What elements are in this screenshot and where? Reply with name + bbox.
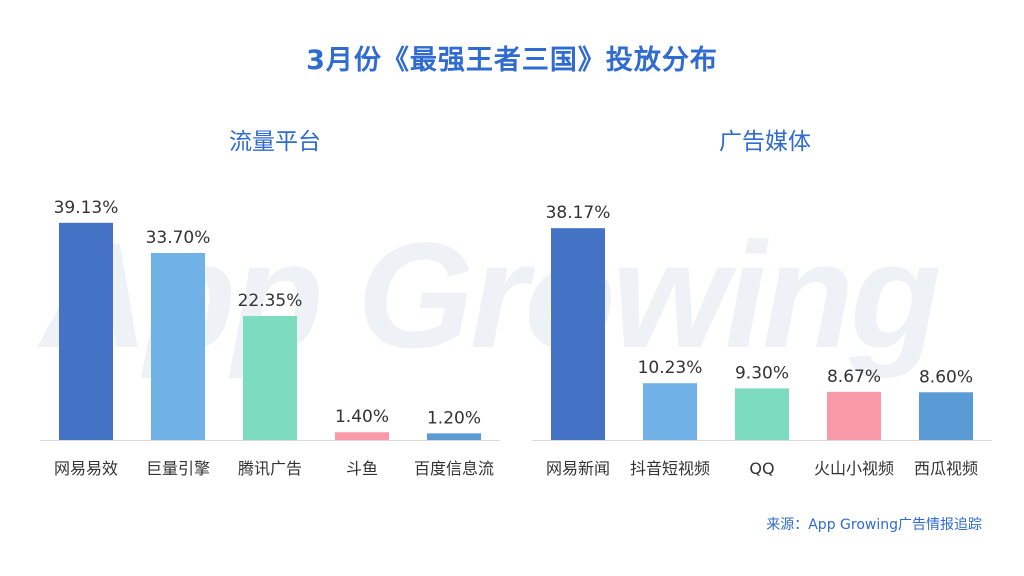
bar (735, 388, 789, 440)
value-label: 8.67% (827, 367, 881, 387)
chart-title-traffic-platform: 流量平台 (229, 129, 321, 155)
source-note: 来源：App Growing广告情报追踪 (766, 517, 982, 533)
category-label: 网易新闻 (546, 459, 610, 478)
page-title: 3月份《最强王者三国》投放分布 (306, 45, 718, 76)
bar (919, 392, 973, 440)
chart-title-ad-media: 广告媒体 (719, 129, 811, 155)
category-label: 巨量引擎 (146, 459, 210, 478)
category-label: 百度信息流 (414, 459, 494, 478)
category-label: 网易易效 (54, 459, 118, 478)
bar (643, 383, 697, 440)
value-label: 22.35% (238, 291, 303, 311)
category-label: 抖音短视频 (630, 459, 710, 478)
bar (59, 222, 113, 440)
bar (427, 433, 481, 440)
bar (243, 315, 297, 440)
bar (335, 432, 389, 440)
value-label: 38.17% (546, 203, 611, 223)
category-label: 腾讯广告 (238, 459, 302, 478)
category-label: 斗鱼 (346, 459, 378, 478)
bar (551, 228, 605, 440)
value-label: 39.13% (54, 198, 119, 218)
bar (151, 252, 205, 440)
category-label: 火山小视频 (814, 459, 894, 478)
bar (827, 391, 881, 440)
value-label: 8.60% (919, 367, 973, 387)
category-label: QQ (749, 459, 774, 478)
value-label: 33.70% (146, 228, 211, 248)
value-label: 1.40% (335, 407, 389, 427)
category-label: 西瓜视频 (914, 459, 978, 478)
value-label: 10.23% (638, 358, 703, 378)
value-label: 1.20% (427, 408, 481, 428)
value-label: 9.30% (735, 363, 789, 383)
